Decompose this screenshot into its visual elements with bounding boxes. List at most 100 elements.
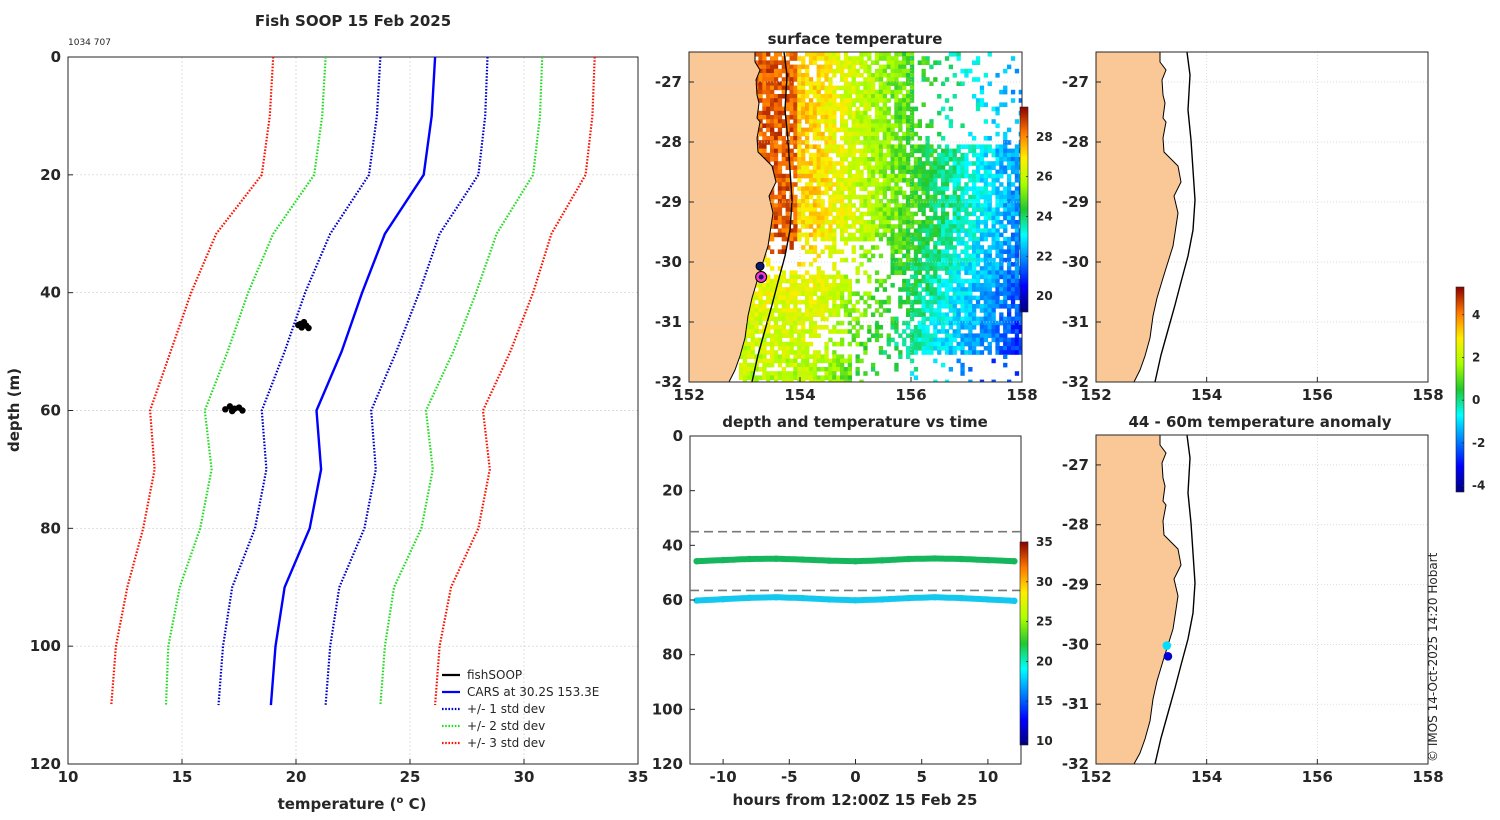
sst-cell: [824, 68, 829, 74]
sst-cell: [863, 115, 868, 120]
sst-cell: [855, 270, 860, 275]
sst-cell: [925, 299, 930, 305]
sst-cell: [762, 325, 767, 330]
sst-cell: [894, 236, 899, 242]
sst-cell: [805, 115, 810, 120]
sst-cell: [956, 283, 961, 288]
sst-cell: [871, 333, 876, 338]
sst-cell: [1014, 224, 1020, 229]
sst-cell: [812, 367, 818, 372]
sst-cell: [874, 371, 880, 376]
sst-cell: [859, 110, 864, 116]
sst-cell: [956, 157, 961, 162]
sst-cell: [917, 291, 922, 296]
sst-cell: [789, 77, 794, 82]
sst-cell: [828, 329, 833, 334]
sst-cell: [793, 295, 798, 301]
time-series-ytick-label: 60: [662, 591, 683, 609]
sst-cell: [987, 253, 992, 259]
sst-cell: [941, 190, 946, 196]
sst-cell: [983, 333, 988, 338]
sst-cell: [979, 304, 985, 309]
sst-cell: [925, 270, 930, 275]
sst-cell: [816, 182, 821, 187]
sst-cell: [824, 64, 829, 70]
sst-cell: [785, 85, 790, 91]
sst-cell: [882, 350, 887, 355]
sst-cell: [913, 106, 919, 112]
sst-cell: [882, 52, 887, 57]
sst-cell: [979, 270, 985, 275]
sst-cell: [983, 325, 988, 330]
sst-cell: [797, 236, 802, 242]
sst-cell: [929, 228, 934, 233]
sst-cell: [859, 52, 864, 57]
sst-cell: [808, 333, 814, 338]
fishsoop-point: [228, 407, 236, 415]
sst-cell: [929, 232, 934, 238]
sst-cell: [805, 102, 810, 107]
sst-cell: [933, 228, 938, 233]
sst-cell: [805, 346, 810, 351]
sst-cell: [952, 203, 957, 208]
sst-cell: [995, 186, 1000, 191]
sst-cell: [851, 249, 856, 254]
sst-cell: [972, 203, 977, 208]
sst-cell: [944, 283, 950, 288]
sst-cell: [983, 199, 988, 204]
sst-cell: [1007, 253, 1012, 259]
sst-cell: [805, 304, 810, 309]
sst-cell: [894, 64, 899, 70]
sst-cell: [824, 152, 829, 158]
sst-cell: [773, 144, 779, 149]
sst-cell: [828, 106, 833, 112]
sst-cell: [882, 140, 887, 145]
sst-cell: [921, 199, 926, 204]
sst-cell: [1018, 312, 1022, 317]
sst-cell: [882, 215, 887, 221]
sst-cell: [832, 60, 837, 65]
sst-cell: [941, 362, 946, 368]
sst-cell: [770, 350, 775, 355]
sst-cell: [1007, 274, 1012, 280]
sst-cell: [1003, 203, 1008, 208]
sst-cell: [925, 56, 930, 61]
sst-cell: [921, 203, 926, 208]
sst-cell: [770, 89, 775, 95]
sst-cell: [991, 291, 996, 296]
sst-cell: [816, 283, 821, 288]
time-series-point: [905, 555, 912, 563]
sst-cell: [902, 220, 907, 225]
sst-cell: [906, 232, 911, 238]
sst-cell: [855, 266, 860, 271]
time-series-colorbar-tick-label: 25: [1036, 615, 1053, 629]
sst-cell: [979, 266, 985, 271]
sst-cell: [882, 98, 887, 103]
sst-map-area: [689, 52, 1022, 382]
sst-cell: [874, 123, 880, 128]
sst-cell: [859, 169, 864, 175]
anomaly-top-xtick-label: 158: [1412, 386, 1443, 404]
sst-cell: [773, 211, 779, 217]
sst-cell: [929, 186, 934, 191]
sst-cell: [762, 304, 767, 309]
sst-cell: [777, 165, 783, 170]
sst-cell: [812, 60, 818, 65]
sst-cell: [968, 346, 973, 351]
sst-cell: [1007, 245, 1012, 250]
sst-cell: [937, 203, 942, 208]
sst-cell: [867, 106, 872, 112]
sst-cell: [797, 110, 802, 116]
sst-cell: [781, 215, 786, 221]
sst-cell: [913, 161, 919, 166]
sst-cell: [816, 350, 821, 355]
sst-cell: [983, 337, 988, 343]
sst-cell: [843, 178, 849, 183]
sst-cell: [937, 110, 942, 116]
sst-cell: [929, 299, 934, 305]
sst-cell: [964, 203, 969, 208]
sst-cell: [917, 278, 922, 284]
legend-std1-label: +/- 1 std dev: [467, 702, 545, 716]
sst-cell: [863, 220, 868, 225]
sst-cell: [975, 169, 981, 175]
